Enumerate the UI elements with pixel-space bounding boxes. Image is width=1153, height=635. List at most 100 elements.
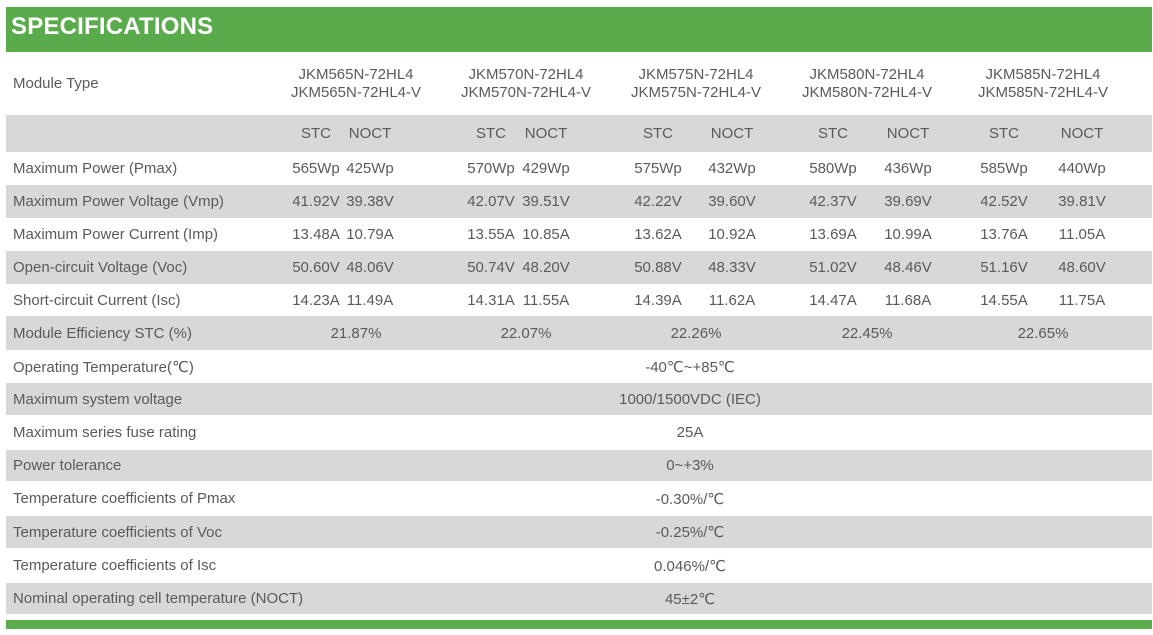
module-type-row: Module Type JKM565N-72HL4 JKM565N-72HL4-V J… [6, 52, 1152, 115]
model-name-variant: JKM575N-72HL4-V [630, 83, 762, 101]
model-name-cell: JKM565N-72HL4 JKM565N-72HL4-V [272, 52, 440, 115]
model-name: JKM570N-72HL4 [468, 65, 584, 83]
spec-value: 50.74V [467, 259, 515, 276]
spec-label: Maximum series fuse rating [13, 424, 197, 441]
spec-value: 14.31A [467, 291, 515, 309]
condition-header: STC [643, 125, 673, 142]
spec-row: Maximum Power (Pmax) 565Wp 425Wp 570Wp 429Wp… [6, 152, 1152, 185]
spec-label: Maximum Power (Pmax) [13, 160, 178, 177]
spec-row: Open-circuit Voltage (Voc) 50.60V 48.06V 50… [6, 251, 1152, 284]
spec-value: 42.37V [809, 193, 857, 210]
spec-value: 11.75A [1058, 291, 1106, 309]
spec-label: Power tolerance [13, 457, 122, 474]
spec-label: Temperature coefficients of Pmax [13, 490, 236, 507]
spec-value: 14.47A [809, 291, 857, 309]
spec-value: 13.48A [292, 226, 340, 243]
spec-value: -0.30%/℃ [655, 490, 725, 508]
spec-value: 425Wp [346, 160, 394, 177]
condition-header: STC [476, 125, 506, 142]
spec-row: Maximum Power Current (Imp) 13.48A 10.79A 1… [6, 218, 1152, 251]
model-name-variant: JKM580N-72HL4-V [801, 83, 933, 101]
spec-value: 48.46V [884, 259, 932, 276]
spec-value: 42.52V [980, 193, 1028, 210]
spec-value: 39.38V [346, 193, 394, 210]
spec-value: 41.92V [292, 193, 340, 210]
spec-row: Short-circuit Current (Isc) 14.23A 11.49A 1… [6, 284, 1152, 316]
spec-value: 0~+3% [666, 457, 714, 474]
spec-value: 1000/1500VDC (IEC) [619, 390, 761, 408]
module-type-label: Module Type [13, 75, 99, 92]
spec-value: 11.49A [346, 291, 394, 309]
model-name-cell: JKM585N-72HL4 JKM585N-72HL4-V [959, 52, 1127, 115]
spec-value: 10.99A [884, 226, 932, 243]
condition-header: NOCT [886, 125, 930, 142]
spec-label: Temperature coefficients of Isc [13, 557, 217, 574]
spec-value: 436Wp [884, 160, 932, 177]
spec-row: Operating Temperature(℃) -40℃~+85℃ [6, 350, 1152, 383]
spec-value: 14.39A [634, 291, 682, 309]
spec-row: Temperature coefficients of Isc 0.046%/℃ [6, 548, 1152, 583]
spec-value: 21.87% [330, 324, 382, 342]
spec-value: 11.62A [708, 291, 756, 309]
spec-row: Temperature coefficients of Voc -0.25%/℃ [6, 516, 1152, 548]
spec-value: 11.68A [884, 291, 932, 309]
spec-value: 45±2℃ [664, 590, 716, 608]
spec-value: 39.60V [708, 193, 756, 210]
spec-row: Nominal operating cell temperature (NOCT… [6, 583, 1152, 614]
spec-value: 22.65% [1017, 324, 1069, 342]
spec-value: 39.81V [1058, 193, 1106, 210]
spec-value: 11.55A [522, 291, 570, 309]
spec-row: Power tolerance 0~+3% [6, 450, 1152, 481]
condition-header: NOCT [348, 125, 392, 142]
spec-label: Nominal operating cell temperature (NOCT… [13, 590, 304, 607]
spec-value: 50.88V [634, 259, 682, 276]
spec-label: Temperature coefficients of Voc [13, 523, 223, 541]
spec-value: 42.22V [634, 193, 682, 210]
spec-value: 22.45% [841, 324, 893, 342]
model-name: JKM580N-72HL4 [809, 65, 925, 83]
spec-value: 25A [676, 424, 704, 441]
model-name-cell: JKM570N-72HL4 JKM570N-72HL4-V [442, 52, 610, 115]
spec-value: 585Wp [980, 160, 1028, 177]
spec-value: 48.60V [1058, 259, 1106, 276]
spec-value: -0.25%/℃ [655, 524, 725, 541]
spec-value: 42.07V [467, 193, 515, 210]
spec-value: 0.046%/℃ [654, 557, 726, 575]
spec-value: 50.60V [292, 259, 340, 276]
model-name-variant: JKM565N-72HL4-V [290, 83, 422, 101]
spec-value: 13.62A [634, 226, 682, 243]
spec-value: 13.55A [467, 226, 515, 243]
model-name-variant: JKM570N-72HL4-V [460, 83, 592, 101]
efficiency-row: Module Efficiency STC (%) 21.87% 22.07% 22.… [6, 316, 1152, 350]
spec-value: 432Wp [708, 160, 756, 177]
spec-value: 10.92A [708, 226, 756, 243]
spec-value: 10.79A [346, 226, 394, 243]
model-name: JKM575N-72HL4 [638, 65, 754, 83]
specifications-header: SPECIFICATIONS [6, 7, 1152, 52]
footer-bar [6, 620, 1152, 629]
model-name-cell: JKM575N-72HL4 JKM575N-72HL4-V [612, 52, 780, 115]
model-name-variant: JKM585N-72HL4-V [977, 83, 1109, 101]
spec-value: 570Wp [467, 160, 515, 177]
spec-value: 39.69V [884, 193, 932, 210]
spec-value: 13.69A [809, 226, 857, 243]
spec-value: 429Wp [522, 160, 570, 177]
spec-value: 13.76A [980, 226, 1028, 243]
model-name: JKM565N-72HL4 [298, 65, 414, 83]
spec-label: Short-circuit Current (Isc) [13, 291, 181, 309]
spec-value: -40℃~+85℃ [645, 358, 735, 376]
test-condition-row: STC NOCT STC NOCT STC NOCT STC NOCT STC NOCT [6, 115, 1152, 152]
spec-value: 10.85A [522, 226, 570, 243]
spec-label: Maximum system voltage [13, 390, 183, 408]
spec-value: 22.26% [670, 324, 722, 342]
spec-value: 11.05A [1058, 226, 1106, 243]
spec-label: Maximum Power Voltage (Vmp) [13, 193, 224, 210]
spec-value: 14.55A [980, 291, 1028, 309]
condition-header: NOCT [524, 125, 568, 142]
spec-label: Operating Temperature(℃) [13, 358, 194, 376]
condition-header: STC [989, 125, 1019, 142]
condition-header: STC [818, 125, 848, 142]
spec-label: Maximum Power Current (Imp) [13, 226, 219, 243]
condition-header: NOCT [710, 125, 754, 142]
spec-value: 440Wp [1058, 160, 1106, 177]
